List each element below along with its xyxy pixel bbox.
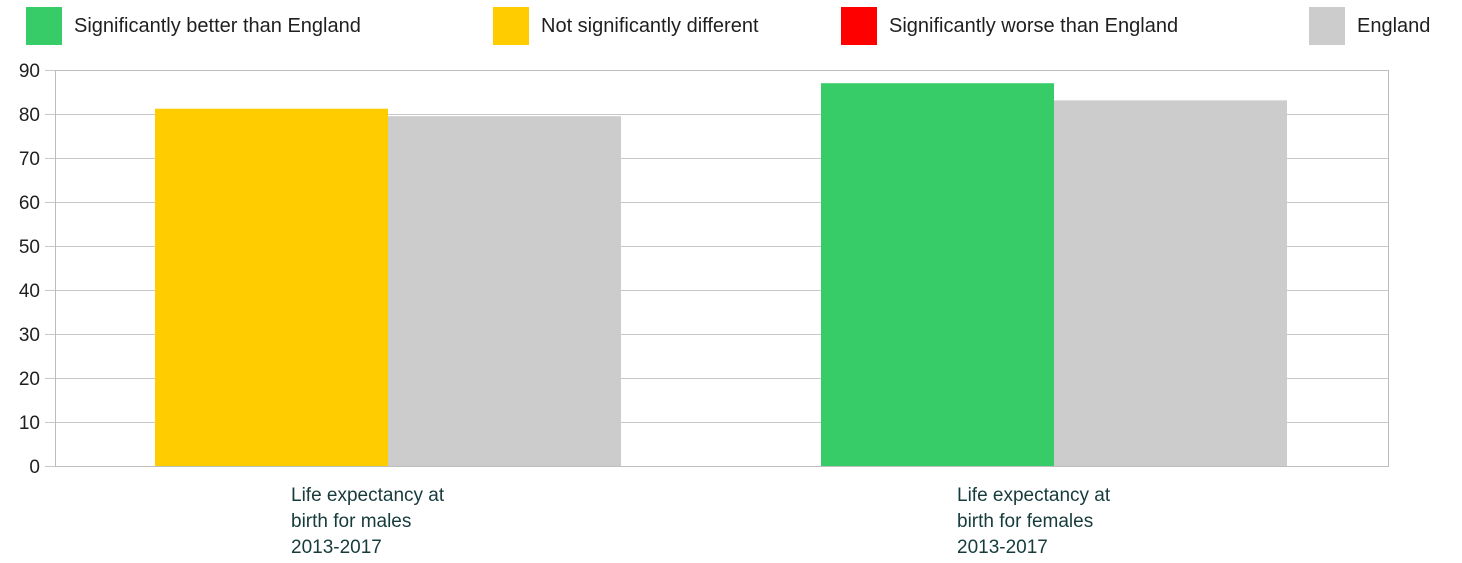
y-tick-label-40: 40 [19, 281, 40, 302]
x-category-label-females: Life expectancy at birth for females 2013-… [957, 485, 1111, 558]
y-tick-label-70: 70 [19, 149, 40, 170]
legend-label-better: Significantly better than England [74, 14, 361, 37]
legend-item-not-different: Not significantly different [493, 7, 759, 45]
legend-item-england: England [1309, 7, 1430, 45]
legend-swatch-grey [1309, 7, 1345, 45]
y-tick-label-0: 0 [29, 457, 40, 478]
y-tick-label-50: 50 [19, 237, 40, 258]
chart-legend: Significantly better than England Not si… [0, 0, 1462, 50]
legend-swatch-green [26, 7, 62, 45]
legend-label-not-different: Not significantly different [541, 14, 759, 37]
y-tick-label-30: 30 [19, 325, 40, 346]
y-tick-label-90: 90 [19, 61, 40, 82]
legend-swatch-red [841, 7, 877, 45]
bar-males-england [388, 116, 621, 466]
y-tick-label-20: 20 [19, 369, 40, 390]
y-axis-ticks: 0 10 20 30 40 50 60 70 80 90 [19, 61, 55, 478]
y-tick-label-60: 60 [19, 193, 40, 214]
y-tick-label-10: 10 [19, 413, 40, 434]
legend-swatch-yellow [493, 7, 529, 45]
bars [155, 83, 1287, 467]
plot-frame [55, 70, 1389, 467]
x-axis-labels: Life expectancy at birth for males 2013-20… [291, 485, 1111, 558]
bar-males-area [155, 108, 388, 466]
bar-females-area [821, 83, 1054, 466]
legend-item-worse: Significantly worse than England [841, 7, 1178, 45]
y-tick-label-80: 80 [19, 105, 40, 126]
legend-label-worse: Significantly worse than England [889, 14, 1179, 37]
x-category-label-males: Life expectancy at birth for males 2013-20… [291, 485, 445, 558]
bar-females-england [1054, 100, 1287, 467]
legend-item-better: Significantly better than England [26, 7, 361, 45]
legend-label-england: England [1357, 14, 1431, 37]
